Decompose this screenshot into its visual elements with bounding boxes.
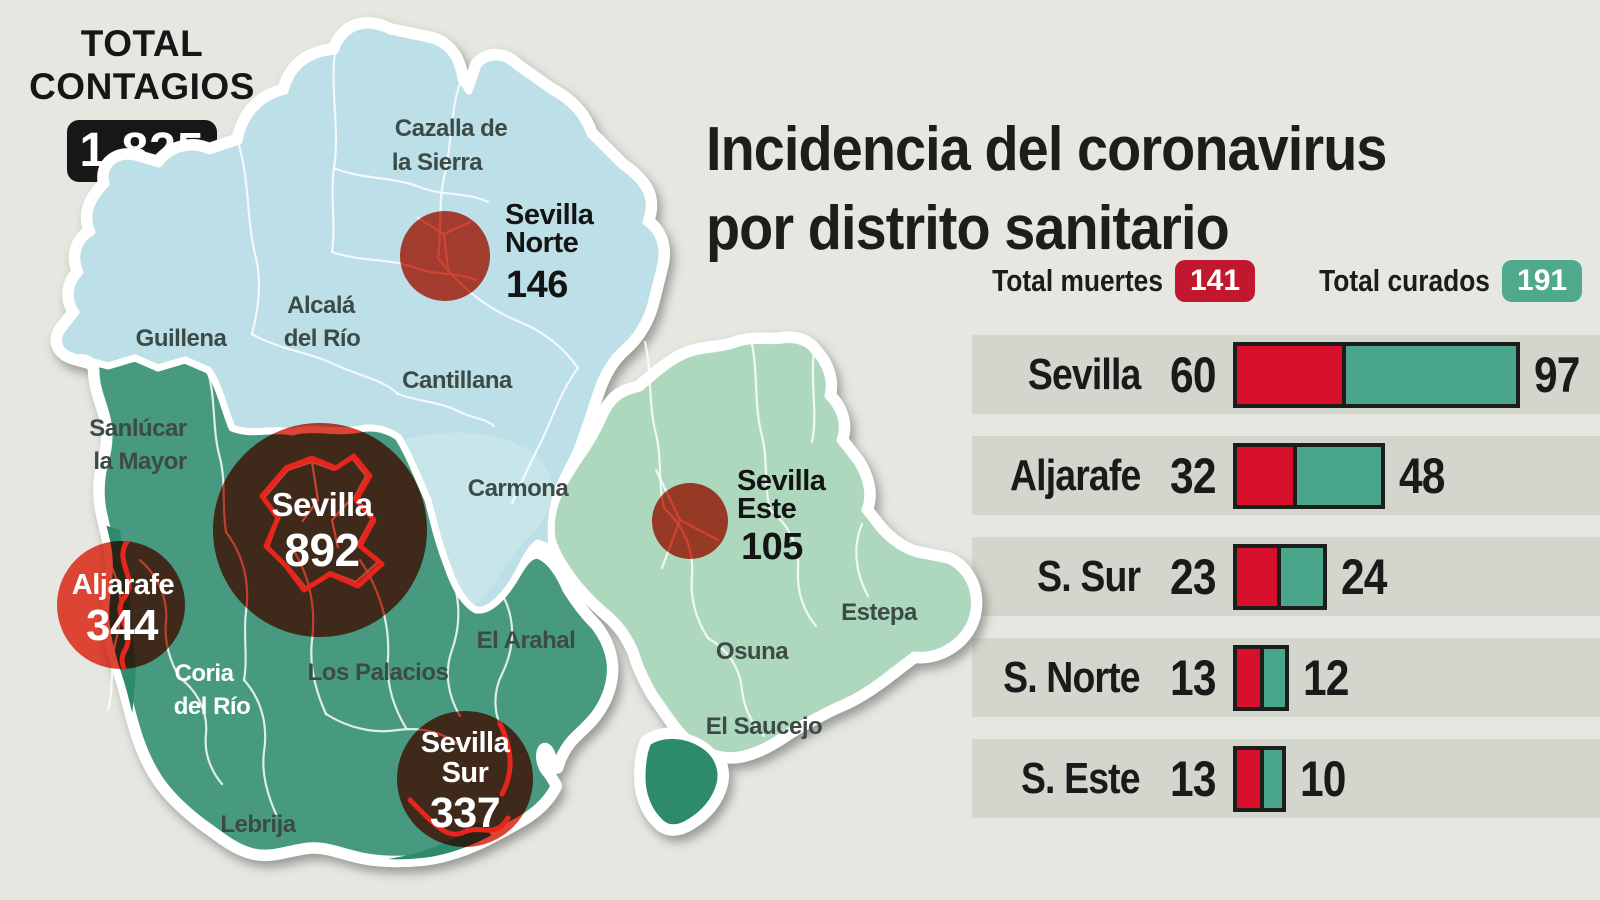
province-map: Cazalla de la Sierra Guillena Alcalá del…	[50, 17, 983, 868]
place-label: del Río	[284, 325, 361, 352]
place-label: Guillena	[136, 325, 228, 352]
row-bar-deaths	[1237, 446, 1293, 505]
place-label: El Arahal	[477, 627, 576, 654]
total-contagios-label: TOTAL CONTAGIOS	[29, 23, 255, 107]
bubble-sevilla-norte	[400, 211, 490, 301]
red-boundaries	[117, 453, 513, 837]
place-label: Osuna	[716, 638, 789, 665]
district-bar-chart: Sevilla 60 97 Aljarafe 32 48 S. Sur 23 24 S. Nort…	[972, 335, 1600, 840]
row-district-label: S. Este	[1021, 753, 1141, 803]
place-label: Estepa	[841, 599, 918, 626]
row-cured-value: 12	[1303, 649, 1349, 706]
district-norte-label: Norte	[505, 227, 579, 259]
row-deaths-value: 13	[1170, 649, 1216, 706]
row-deaths-value: 13	[1170, 750, 1216, 807]
bubble-sevilla-value: 892	[284, 524, 359, 576]
chart-row-aljarafe: Aljarafe 32 48	[972, 436, 1600, 515]
row-bar-cured	[1260, 648, 1285, 707]
chart-row-s-norte: S. Norte 13 12	[972, 638, 1600, 717]
row-district-label: S. Sur	[1037, 551, 1141, 601]
row-cured-value: 97	[1534, 346, 1580, 403]
row-bar	[1233, 644, 1289, 711]
place-label: la Sierra	[392, 149, 483, 176]
legend-cured-label: Total curados	[1319, 263, 1491, 298]
row-bar-deaths	[1237, 345, 1342, 404]
place-label: Cazalla de	[395, 115, 508, 142]
row-cured-value: 48	[1399, 447, 1445, 504]
row-deaths-value: 23	[1170, 548, 1216, 605]
bubble-sevilla-este	[652, 483, 728, 559]
bubble-aljarafe-value: 344	[86, 601, 159, 650]
row-cured-value: 10	[1300, 750, 1346, 807]
chart-legend: Total muertes 141 Total curados 191	[962, 260, 1583, 302]
place-label: Alcalá	[287, 292, 356, 319]
row-deaths-value: 60	[1170, 346, 1216, 403]
district-este-label: Este	[737, 493, 797, 525]
place-label: Lebrija	[220, 811, 296, 838]
row-bar	[1233, 543, 1327, 610]
bubble-aljarafe-label: Aljarafe	[72, 569, 175, 601]
legend-cured-badge: 191	[1502, 260, 1583, 302]
row-bar-cured	[1277, 547, 1323, 606]
row-district-label: Sevilla	[1027, 349, 1140, 399]
row-district-label: Aljarafe	[1009, 450, 1141, 500]
place-label: Sanlúcar	[89, 415, 187, 442]
row-bar-cured	[1293, 446, 1381, 505]
row-deaths-value: 32	[1170, 447, 1216, 504]
bubble-sur-label: Sur	[442, 757, 489, 789]
place-label: Coria	[175, 660, 235, 687]
district-bubble-labels: Sevilla Norte 146 Sevilla Este 105 Aljar…	[72, 199, 827, 837]
row-bar-cured	[1342, 345, 1516, 404]
place-label: la Mayor	[93, 448, 187, 475]
bubble-sevilla	[213, 423, 427, 637]
chart-row-sevilla: Sevilla 60 97	[972, 335, 1600, 414]
bubble-sur-label: Sevilla	[421, 727, 511, 759]
district-este-label: Sevilla	[737, 465, 827, 497]
row-bar	[1233, 442, 1385, 509]
row-bar-deaths	[1237, 749, 1260, 808]
district-norte-label: Sevilla	[505, 199, 595, 231]
row-cured-value: 24	[1341, 548, 1387, 605]
chart-row-s-este: S. Este 13 10	[972, 739, 1600, 818]
bubble-sevilla-label: Sevilla	[271, 486, 373, 523]
row-bar-deaths	[1237, 547, 1277, 606]
chart-row-s-sur: S. Sur 23 24	[972, 537, 1600, 616]
bubble-sur-value: 337	[430, 789, 500, 837]
place-label: Carmona	[468, 475, 570, 502]
row-bar-cured	[1260, 749, 1282, 808]
place-label: del Río	[174, 693, 251, 720]
legend-deaths-badge: 141	[1174, 260, 1256, 302]
district-norte-value: 146	[506, 264, 568, 306]
legend-deaths-label: Total muertes	[992, 263, 1163, 298]
row-district-label: S. Norte	[1003, 652, 1140, 702]
place-label: Cantillana	[402, 367, 513, 394]
place-label: Los Palacios	[308, 659, 449, 686]
place-label: El Saucejo	[706, 713, 822, 740]
page-title: Incidencia del coronavirus por distrito …	[706, 114, 1387, 263]
bubble-sevilla-sur	[397, 711, 533, 847]
row-bar-deaths	[1237, 648, 1260, 707]
district-este-value: 105	[741, 526, 803, 568]
row-bar	[1233, 745, 1286, 812]
map-place-labels: Cazalla de la Sierra Guillena Alcalá del…	[89, 115, 918, 838]
row-bar	[1233, 341, 1520, 408]
